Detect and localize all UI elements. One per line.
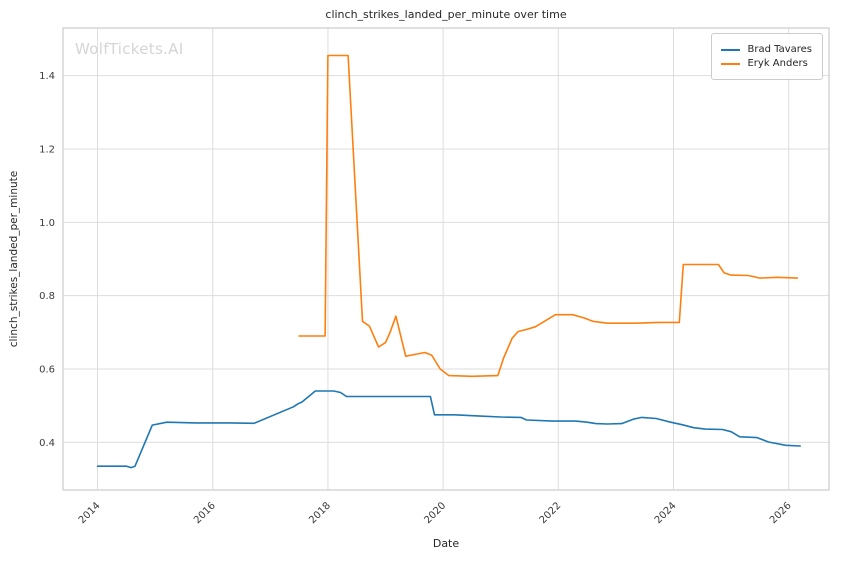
legend-item-eryk-anders: Eryk Anders xyxy=(721,58,812,69)
watermark: WolfTickets.AI xyxy=(75,40,184,58)
y-axis-label: clinch_strikes_landed_per_minute xyxy=(8,170,20,348)
y-tick-label: 0.6 xyxy=(39,365,55,376)
legend-label: Eryk Anders xyxy=(747,58,808,69)
chart-title: clinch_strikes_landed_per_minute over ti… xyxy=(325,8,567,21)
x-tick-label: 2014 xyxy=(77,500,103,526)
x-tick-label: 2020 xyxy=(422,500,448,526)
legend-label: Brad Tavares xyxy=(747,44,812,55)
x-tick-label: 2018 xyxy=(307,500,333,526)
y-tick-label: 0.8 xyxy=(39,291,55,302)
series-line xyxy=(96,390,801,469)
series-line xyxy=(298,54,799,378)
y-tick-label: 1.2 xyxy=(39,145,55,156)
legend-line-swatch-blue xyxy=(721,48,741,51)
legend: Brad Tavares Eryk Anders xyxy=(711,33,823,80)
x-tick-label: 2016 xyxy=(192,500,218,526)
x-tick-label: 2022 xyxy=(538,500,564,526)
y-tick-label: 1.4 xyxy=(39,71,55,82)
y-tick-label: 0.4 xyxy=(39,438,55,449)
y-tick-label: 1.0 xyxy=(39,218,55,229)
plot-border xyxy=(62,27,830,491)
x-axis-label: Date xyxy=(432,537,460,550)
legend-item-brad-tavares: Brad Tavares xyxy=(721,44,812,55)
legend-line-swatch-orange xyxy=(721,62,741,65)
x-tick-label: 2024 xyxy=(653,500,679,526)
x-tick-label: 2026 xyxy=(768,500,794,526)
